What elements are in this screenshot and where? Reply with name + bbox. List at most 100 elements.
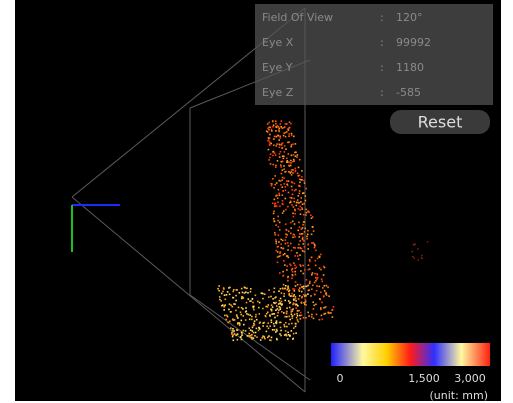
point <box>317 277 319 279</box>
point <box>281 292 283 294</box>
point <box>295 300 297 302</box>
point <box>301 233 303 235</box>
point <box>233 330 235 332</box>
point <box>299 175 301 177</box>
point <box>232 336 234 338</box>
point <box>239 322 241 324</box>
point <box>295 285 297 287</box>
point <box>295 281 297 283</box>
point <box>280 123 282 125</box>
point <box>301 176 303 178</box>
point <box>282 275 284 277</box>
point <box>273 211 275 213</box>
point <box>280 243 282 245</box>
point <box>279 144 281 146</box>
point <box>282 240 284 242</box>
point <box>275 166 277 168</box>
point <box>277 312 279 314</box>
point <box>278 130 280 132</box>
point <box>219 299 221 301</box>
point <box>304 246 306 248</box>
point <box>283 254 285 256</box>
point <box>293 154 295 156</box>
point <box>256 328 258 330</box>
point <box>279 306 281 308</box>
point <box>283 168 285 170</box>
point <box>251 338 253 340</box>
point <box>237 339 239 341</box>
point <box>303 221 305 223</box>
point <box>291 314 293 316</box>
point <box>292 221 294 223</box>
point <box>288 161 290 163</box>
point <box>275 202 277 204</box>
point <box>273 323 275 325</box>
point <box>282 248 284 250</box>
point <box>297 284 299 286</box>
point <box>288 153 290 155</box>
point <box>293 198 295 200</box>
point <box>249 319 251 321</box>
point <box>412 256 413 257</box>
point <box>242 292 244 294</box>
color-tick: 3,000 <box>454 372 486 385</box>
point <box>316 314 318 316</box>
point <box>315 265 317 267</box>
point <box>284 253 286 255</box>
point <box>235 310 237 312</box>
point <box>230 327 232 329</box>
point <box>302 204 304 206</box>
point <box>218 290 220 292</box>
point <box>300 312 302 314</box>
point <box>290 295 292 297</box>
point <box>285 239 287 241</box>
point <box>319 267 321 269</box>
point <box>304 182 306 184</box>
point <box>288 323 290 325</box>
point <box>293 295 295 297</box>
point <box>320 269 322 271</box>
point <box>272 313 274 315</box>
point <box>279 135 281 137</box>
point <box>240 314 242 316</box>
point <box>278 226 280 228</box>
point <box>255 295 257 297</box>
point <box>299 182 301 184</box>
point <box>233 297 235 299</box>
point <box>323 266 325 268</box>
point <box>285 322 287 324</box>
row-sep: : <box>380 11 384 24</box>
point <box>300 265 302 267</box>
point <box>291 155 293 157</box>
point <box>238 307 240 309</box>
point <box>284 183 286 185</box>
point <box>256 336 258 338</box>
point <box>246 288 248 290</box>
point <box>226 315 228 317</box>
point <box>421 255 422 256</box>
point <box>314 282 316 284</box>
reset-label[interactable]: Reset <box>418 113 463 132</box>
point <box>297 305 299 307</box>
point <box>315 304 317 306</box>
point <box>296 202 298 204</box>
point <box>280 309 282 311</box>
point <box>290 172 292 174</box>
point <box>325 306 327 308</box>
point <box>286 313 288 315</box>
point <box>231 332 233 334</box>
point <box>245 330 247 332</box>
point <box>327 287 329 289</box>
point <box>305 295 307 297</box>
point <box>278 189 280 191</box>
point <box>237 317 239 319</box>
point <box>319 319 321 321</box>
point <box>291 197 293 199</box>
point <box>289 335 291 337</box>
row-value: 99992 <box>396 36 431 49</box>
point <box>217 288 219 290</box>
point <box>275 123 277 125</box>
point <box>299 240 301 242</box>
point <box>302 265 304 267</box>
point <box>311 217 313 219</box>
